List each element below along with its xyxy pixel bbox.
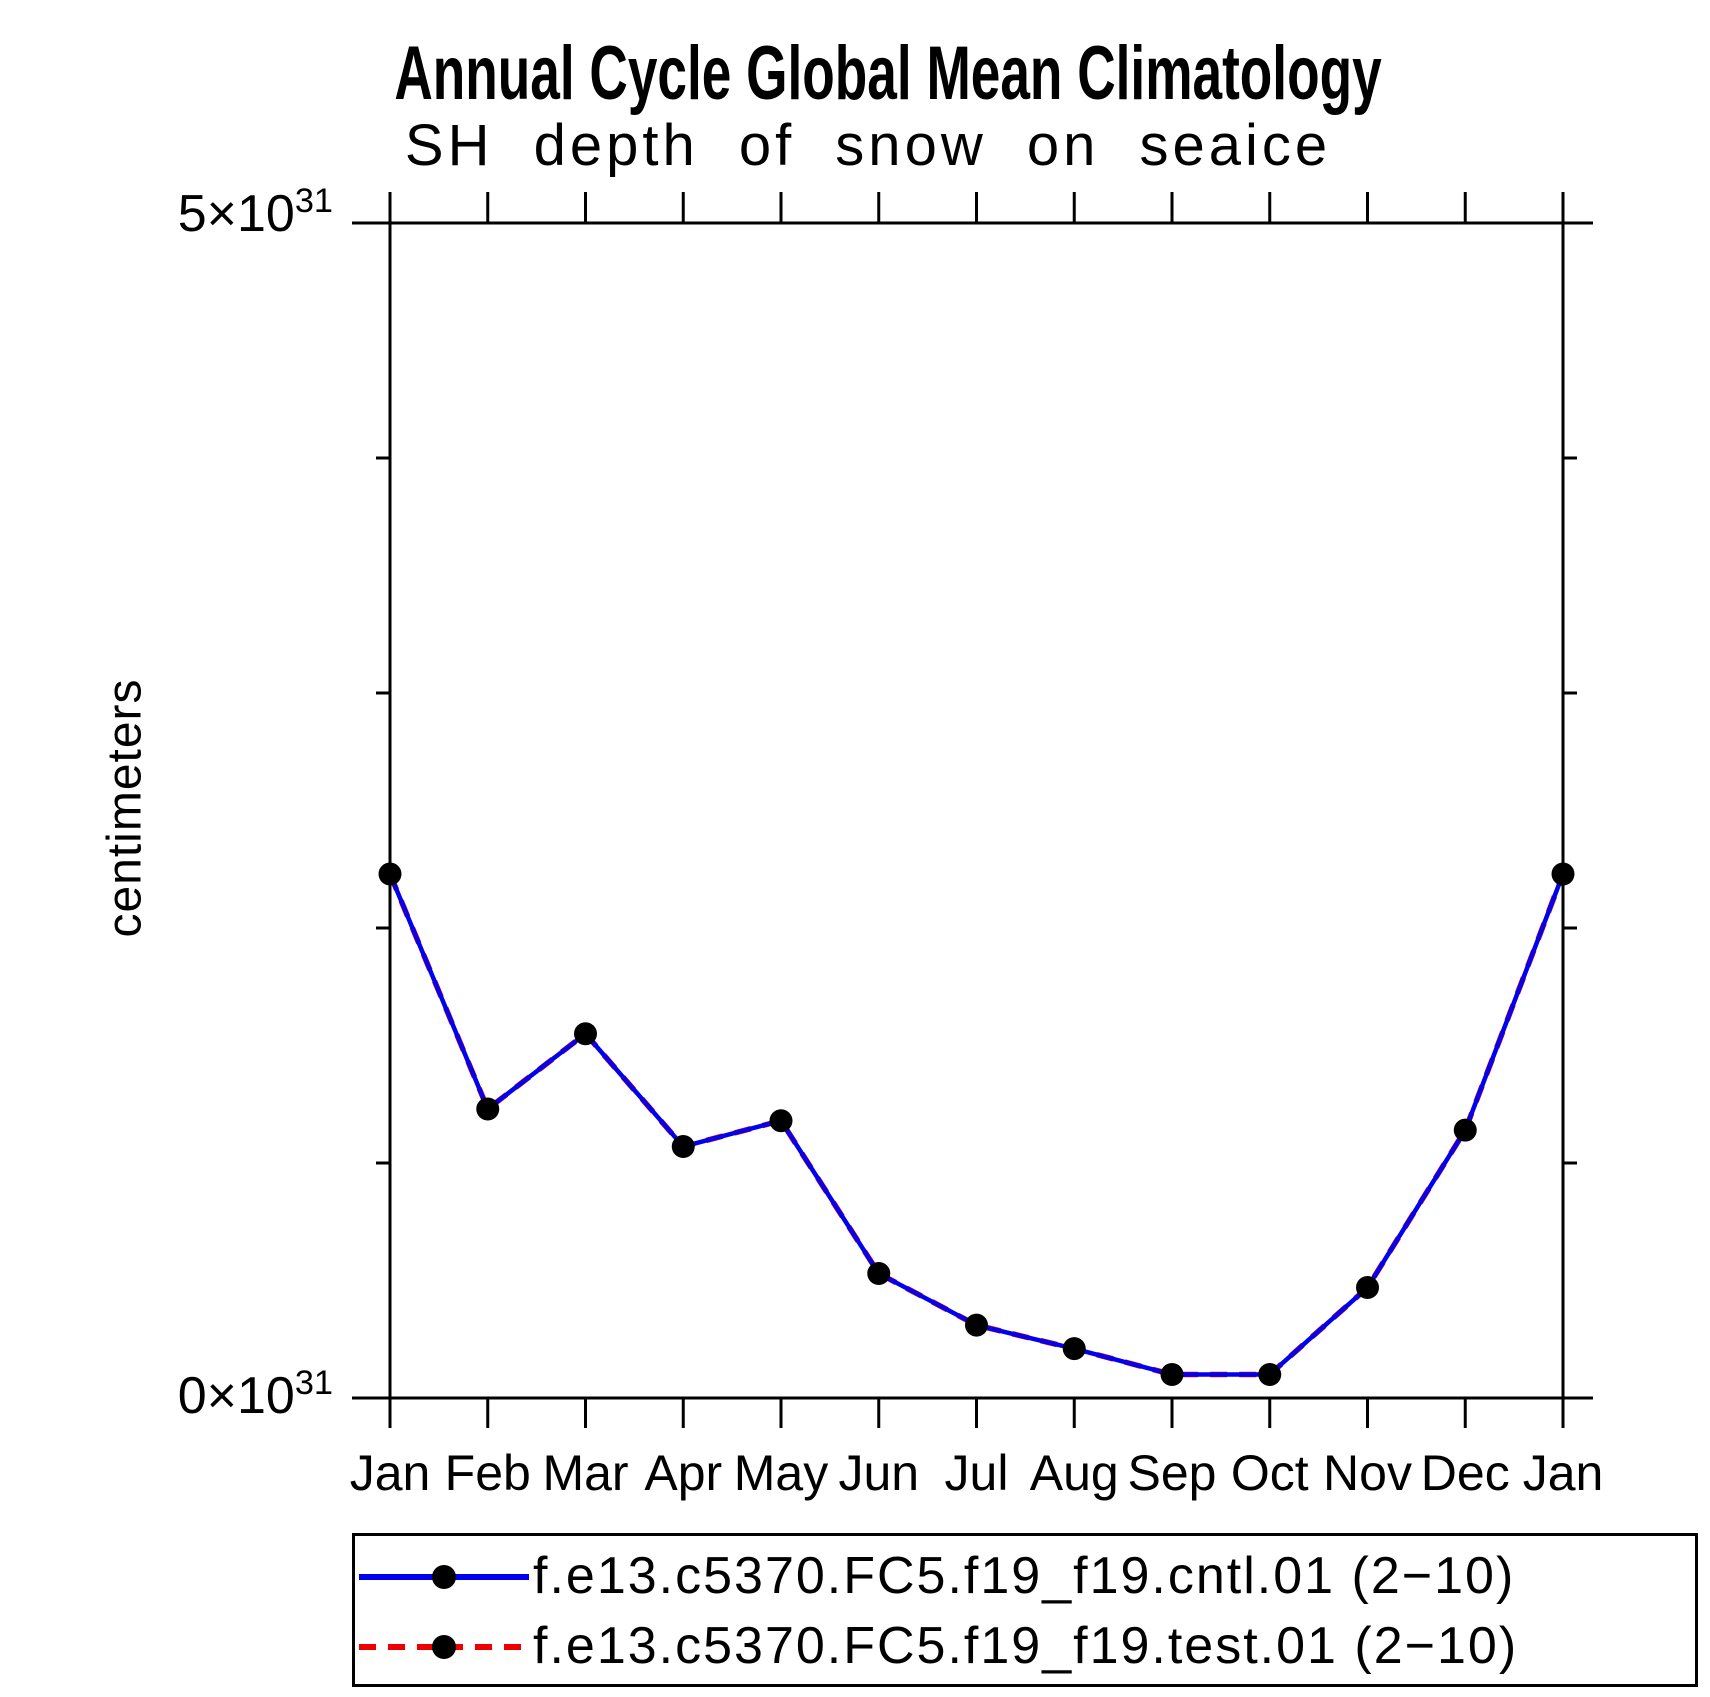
data-point [574, 1022, 597, 1046]
data-point [769, 1109, 793, 1133]
y-tick-max-exponent: 31 [294, 182, 333, 221]
data-point [671, 1135, 695, 1159]
legend-marker-icon [432, 1635, 456, 1659]
x-tick-label: Sep [1128, 1445, 1217, 1501]
x-tick-label: Jan [350, 1445, 431, 1501]
series-line-test [387, 872, 1566, 1378]
x-tick-label: Feb [445, 1445, 531, 1501]
y-tick-label-max: 5×1031 [177, 182, 333, 244]
y-tick-min-base: 0×10 [177, 1367, 295, 1425]
data-point [965, 1313, 988, 1337]
x-tick-label: Mar [542, 1445, 628, 1501]
data-point [867, 1261, 891, 1285]
legend-marker-icon [432, 1565, 456, 1589]
legend-label-test: f.e13.c5370.FC5.f19_f19.test.01 (2−10) [533, 1617, 1519, 1675]
chart-title-text: Annual Cycle Global Mean Climatology [394, 31, 1382, 116]
x-tick-label: Aug [1030, 1445, 1119, 1501]
x-tick-label: Nov [1323, 1445, 1412, 1501]
x-tick-label: Jan [1523, 1445, 1604, 1501]
series-line-cntl [387, 873, 1566, 1377]
data-point [1356, 1276, 1379, 1300]
data-point [1551, 862, 1575, 886]
x-tick-label: Dec [1421, 1445, 1510, 1501]
legend: f.e13.c5370.FC5.f19_f19.cntl.01 (2−10) f… [352, 1533, 1698, 1687]
data-point [476, 1097, 500, 1121]
data-point [1453, 1118, 1477, 1142]
x-tick-label: Apr [644, 1445, 722, 1501]
data-point [1160, 1363, 1184, 1386]
data-point [1258, 1363, 1282, 1386]
x-tick-label: May [734, 1445, 828, 1501]
y-tick-max-base: 5×10 [177, 185, 295, 243]
legend-label-cntl: f.e13.c5370.FC5.f19_f19.cntl.01 (2−10) [533, 1547, 1516, 1605]
x-tick-label: Oct [1231, 1445, 1309, 1501]
chart-subtitle: SH depth of snow on seaice [404, 113, 1332, 178]
chart-title: Annual Cycle Global Mean Climatology [183, 30, 1593, 117]
data-point [1062, 1337, 1086, 1361]
y-tick-min-exponent: 31 [294, 1364, 333, 1403]
x-tick-label: Jul [945, 1445, 1009, 1501]
data-point [378, 862, 402, 886]
x-tick-label: Jun [838, 1445, 919, 1501]
y-tick-label-min: 0×1031 [177, 1364, 333, 1426]
